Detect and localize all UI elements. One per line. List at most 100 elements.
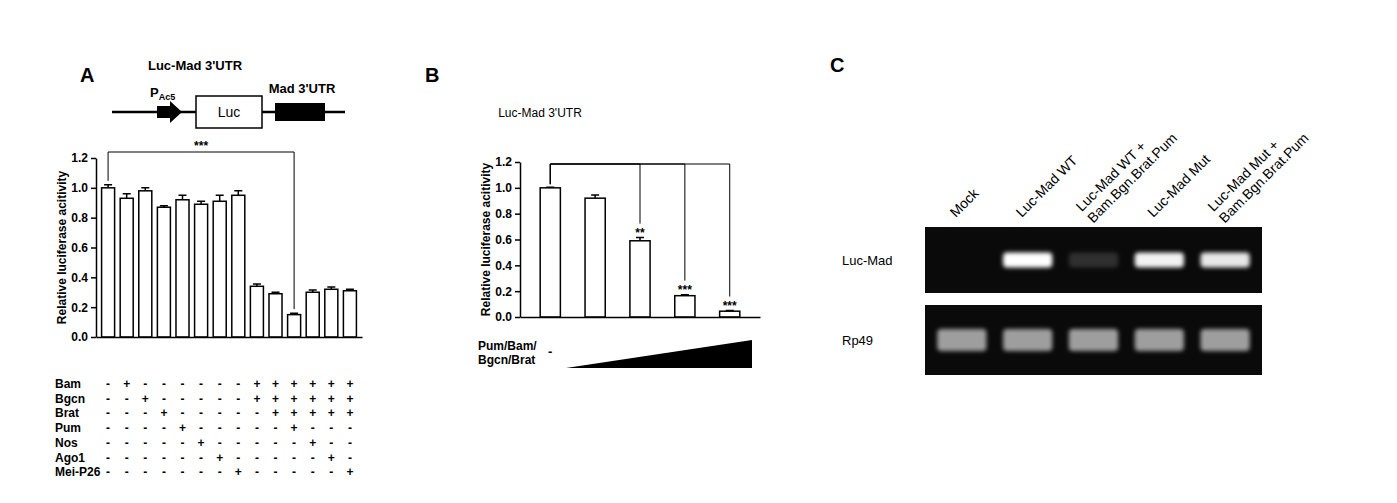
condition-mark: - (162, 465, 166, 479)
condition-mark: - (143, 421, 147, 435)
condition-mark: + (291, 392, 298, 406)
panel-label: B (425, 64, 439, 86)
error-bar (234, 191, 242, 195)
condition-mark: - (125, 451, 129, 465)
bar (157, 207, 170, 337)
error-bar (216, 195, 224, 201)
error-bar (141, 188, 149, 191)
x-axis-title: Pum/Bam/ (478, 339, 537, 353)
condition-mark: - (125, 436, 129, 450)
condition-name: Bam (55, 377, 81, 391)
gel-band (1069, 253, 1118, 268)
panel-label: C (830, 54, 844, 76)
condition-mark: + (328, 406, 335, 420)
condition-mark: - (255, 421, 259, 435)
gel-band (1069, 329, 1118, 351)
conditions-table: Bam-+------++++++Bgcn--+-----++++++Brat-… (55, 377, 353, 479)
condition-mark: - (199, 377, 203, 391)
y-tick-mark (515, 162, 520, 164)
condition-mark: - (199, 421, 203, 435)
y-tick-label: 0.8 (71, 211, 88, 225)
bar (540, 188, 560, 317)
condition-mark: - (236, 421, 240, 435)
condition-mark: + (328, 392, 335, 406)
condition-mark: - (162, 436, 166, 450)
condition-mark: - (218, 377, 222, 391)
condition-mark: - (199, 451, 203, 465)
bar (269, 294, 282, 337)
gel-band (1135, 253, 1184, 268)
y-tick-label: 0.0 (71, 330, 88, 344)
condition-mark: + (309, 377, 316, 391)
promoter-arrow (157, 101, 182, 123)
x-axis-line (97, 337, 363, 339)
condition-mark: + (198, 436, 205, 450)
bar (585, 198, 605, 317)
y-tick: 1.0 (495, 181, 520, 195)
condition-mark: + (309, 436, 316, 450)
y-tick-mark (91, 337, 96, 339)
condition-mark: - (255, 436, 259, 450)
condition-mark: - (162, 392, 166, 406)
y-tick-label: 1.2 (495, 155, 512, 169)
gel: Luc-MadRp49MockLuc-Mad WTLuc-Mad WT +Bam… (842, 118, 1312, 375)
condition-mark: - (199, 392, 203, 406)
significance-bracket (108, 152, 294, 309)
condition-mark: - (180, 436, 184, 450)
x-tick-label: - (548, 344, 552, 359)
bar (306, 292, 319, 337)
condition-name: Brat (55, 406, 79, 420)
condition-mark: - (236, 436, 240, 450)
y-tick: 0.2 (495, 285, 520, 299)
condition-name: Nos (55, 436, 78, 450)
condition-mark: + (291, 406, 298, 420)
error-bar (290, 313, 298, 314)
condition-mark: + (346, 377, 353, 391)
condition-mark: + (291, 421, 298, 435)
condition-mark: - (311, 421, 315, 435)
error-bar (546, 186, 554, 188)
promoter-text: P (150, 85, 159, 100)
condition-mark: + (179, 421, 186, 435)
chart: 0.00.20.40.60.81.01.2-Relative luciferas… (478, 106, 761, 367)
dose-wedge (566, 340, 752, 368)
condition-mark: - (162, 377, 166, 391)
condition-mark: - (106, 406, 110, 420)
y-tick-mark (515, 291, 520, 293)
condition-mark: - (106, 465, 110, 479)
y-tick-label: 1.2 (71, 151, 88, 165)
y-tick: 0.0 (495, 310, 520, 324)
condition-mark: + (216, 451, 223, 465)
condition-mark: + (253, 377, 260, 391)
lane-label-line: Luc-Mad WT (1012, 152, 1080, 220)
lane-label-line: Bam.Bgn.Brat.Pum (1216, 130, 1312, 226)
condition-mark: - (329, 436, 333, 450)
y-tick: 0.4 (71, 271, 96, 285)
lane-label: Luc-Mad Mut (1144, 151, 1213, 220)
y-tick: 0.6 (71, 241, 96, 255)
error-bar (346, 289, 354, 290)
condition-mark: - (143, 406, 147, 420)
condition-mark: - (125, 421, 129, 435)
condition-mark: - (180, 406, 184, 420)
y-tick: 0.8 (495, 207, 520, 221)
y-tick: 1.2 (71, 151, 96, 165)
condition-mark: - (180, 392, 184, 406)
condition-mark: - (199, 406, 203, 420)
condition-mark: - (348, 436, 352, 450)
condition-mark: - (180, 377, 184, 391)
condition-mark: - (329, 421, 333, 435)
condition-mark: - (125, 465, 129, 479)
utr-box (275, 103, 325, 121)
condition-mark: + (272, 377, 279, 391)
bar (232, 195, 245, 337)
y-tick: 0.8 (71, 211, 96, 225)
reporter-label: Luc (218, 104, 241, 120)
condition-mark: + (328, 451, 335, 465)
y-tick-label: 0.8 (495, 207, 512, 221)
condition-mark: - (329, 465, 333, 479)
condition-mark: + (253, 392, 260, 406)
condition-mark: + (346, 406, 353, 420)
y-axis: 0.00.20.40.60.81.01.2 (71, 151, 96, 344)
condition-mark: - (218, 421, 222, 435)
